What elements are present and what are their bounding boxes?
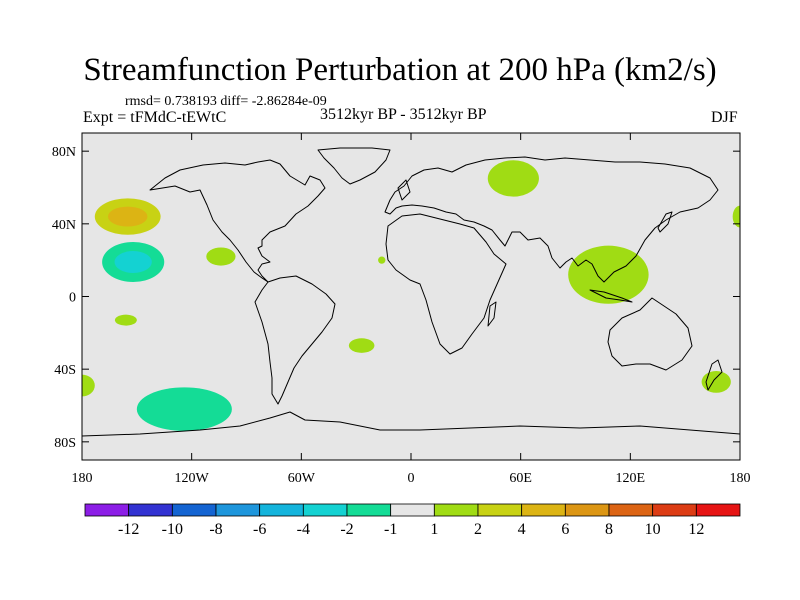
colorbar-label: 4	[518, 521, 526, 538]
coastlines	[82, 147, 740, 437]
coast-new-zealand	[705, 359, 723, 391]
coast-madagascar	[487, 301, 497, 327]
colorbar-swatch	[215, 503, 261, 517]
coast-australia	[607, 297, 693, 371]
y-tick-label: 40N	[52, 218, 76, 233]
y-tick-label: 80N	[52, 145, 76, 160]
coast-north-america	[149, 159, 326, 283]
colorbar: -12 -10 -8 -6 -4 -2 -1 1 2 4 6 8 10 12	[84, 503, 741, 538]
colorbar-label: -4	[297, 521, 310, 538]
region-southern-indian-ocean	[427, 370, 457, 382]
colorbar-label: -12	[118, 521, 139, 538]
stats-line: rmsd= 0.738193 diff= -2.86284e-09	[125, 94, 327, 109]
y-tick-label: 40S	[54, 363, 76, 378]
region-south-pacific-subtropical	[127, 338, 150, 350]
colorbar-swatch	[521, 503, 566, 517]
x-tick-label: 120E	[616, 471, 646, 486]
chart-title: Streamfunction Perturbation at 200 hPa (…	[83, 52, 717, 88]
x-tick-label: 120W	[175, 471, 210, 486]
coast-africa	[385, 213, 507, 355]
colorbar-swatch	[346, 503, 392, 517]
x-tick-label: 0	[408, 471, 415, 486]
colorbar-label: 8	[605, 521, 613, 538]
colorbar-label: -1	[384, 521, 397, 538]
colorbar-swatch	[128, 503, 173, 517]
colorbar-label: 10	[645, 521, 661, 538]
colorbar-swatch	[433, 503, 479, 517]
y-tick-label: 80S	[54, 436, 76, 451]
y-axis: 80N 40N 0 40S 80S	[52, 145, 740, 451]
anomaly-regions	[82, 160, 740, 431]
colorbar-swatch	[390, 503, 435, 517]
coast-indonesia	[589, 289, 633, 303]
x-tick-label: 60W	[288, 471, 316, 486]
region-south-pacific-west-edge	[82, 374, 95, 397]
colorbar-swatch	[259, 503, 304, 517]
coast-greenland	[317, 147, 391, 185]
colorbar-label: 12	[688, 521, 704, 538]
region-core-subtropical-pacific-low	[114, 250, 152, 273]
y-tick-label: 0	[69, 291, 76, 306]
colorbar-label: -2	[340, 521, 353, 538]
region-core-north-pacific-high	[107, 206, 148, 227]
colorbar-swatch	[171, 503, 217, 517]
colorbar-label: -10	[162, 521, 183, 538]
experiment-label: Expt = tFMdC-tEWtC	[83, 109, 227, 126]
region-east-asia-tropics	[568, 245, 649, 304]
colorbar-swatch	[652, 503, 697, 517]
region-eastern-pacific-small	[222, 292, 231, 301]
x-tick-label: 180	[72, 471, 93, 486]
region-russia-arctic	[487, 160, 539, 197]
colorbar-label: 1	[430, 521, 438, 538]
coast-japan	[657, 211, 673, 233]
colorbar-swatch	[84, 503, 130, 517]
region-northwest-pacific-edge	[732, 205, 740, 228]
x-tick-label: 180	[730, 471, 751, 486]
colorbar-label: -6	[253, 521, 266, 538]
period-label: 3512kyr BP - 3512kyr BP	[320, 106, 487, 123]
colorbar-swatch	[564, 503, 610, 517]
coast-antarctica	[82, 411, 740, 437]
coast-british-isles	[397, 179, 411, 201]
region-south-atlantic	[348, 338, 375, 353]
region-north-pacific-small	[178, 182, 187, 190]
colorbar-label: -8	[209, 521, 222, 538]
coast-south-america	[254, 275, 336, 405]
season-label: DJF	[711, 109, 738, 126]
region-southern-ocean-east	[701, 370, 731, 393]
colorbar-swatch	[302, 503, 348, 517]
colorbar-swatch	[695, 503, 741, 517]
region-gulf-of-mexico	[206, 247, 236, 266]
region-tropical-atlantic-small	[378, 256, 386, 264]
region-central-asia	[531, 205, 572, 235]
coast-eurasia	[384, 156, 719, 283]
colorbar-label: 2	[474, 521, 482, 538]
region-south-pacific-tropical	[114, 314, 137, 326]
x-axis: 180 120W 60W 0 60E 120E 180	[72, 133, 751, 486]
colorbar-swatch	[477, 503, 523, 517]
colorbar-swatch	[608, 503, 654, 517]
region-southern-pacific-large	[136, 387, 232, 431]
region-central-pacific-tropical	[718, 245, 740, 282]
x-tick-label: 60E	[509, 471, 532, 486]
colorbar-label: 6	[561, 521, 569, 538]
